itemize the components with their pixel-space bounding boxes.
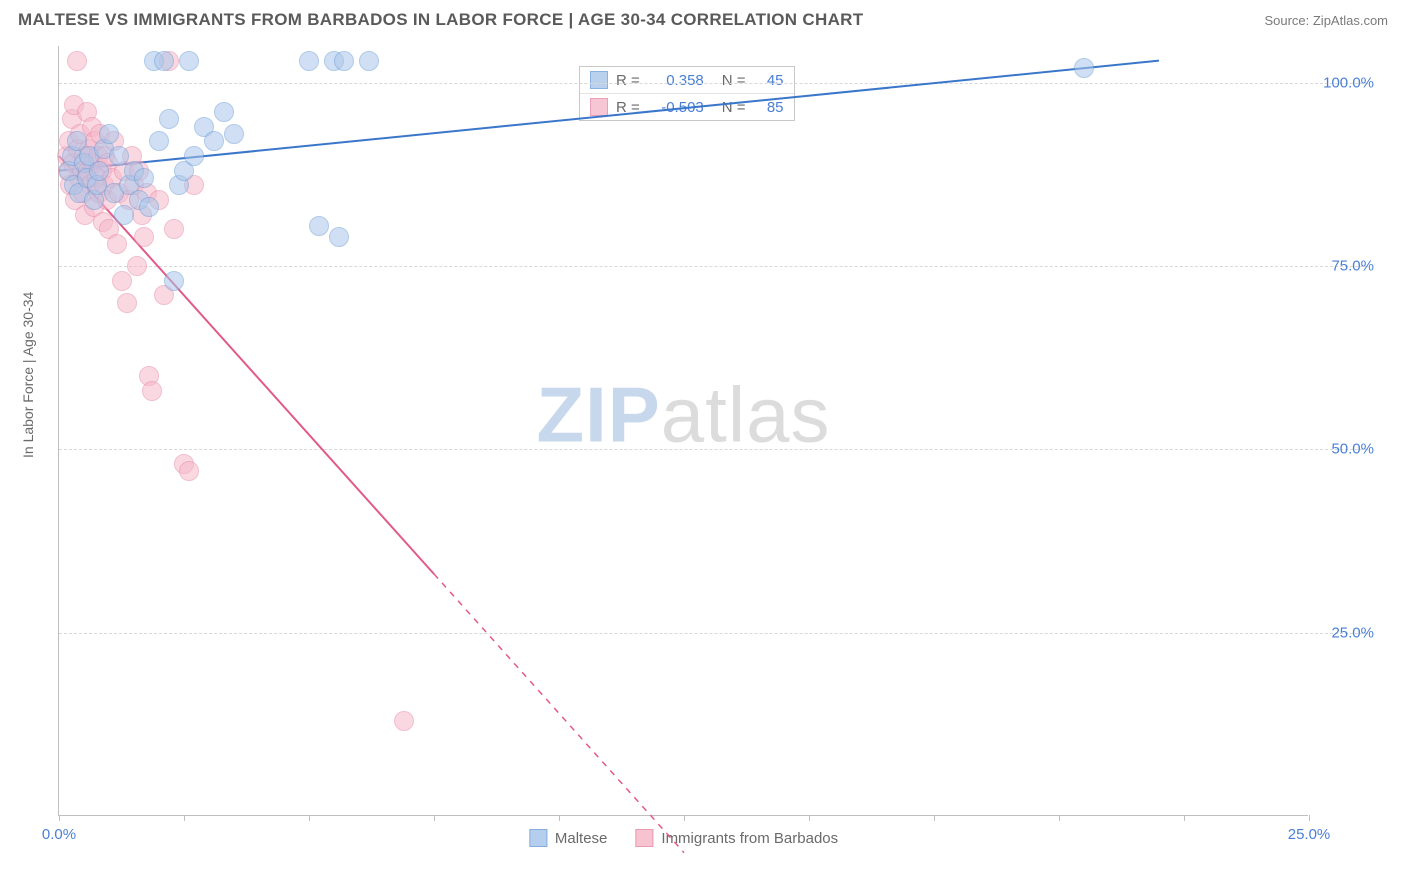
- pink-point: [394, 711, 414, 731]
- blue-legend-swatch: [529, 829, 547, 847]
- pink-point: [127, 256, 147, 276]
- pink-point: [67, 51, 87, 71]
- blue-point: [99, 124, 119, 144]
- blue-point: [1074, 58, 1094, 78]
- blue-point: [164, 271, 184, 291]
- blue-point: [89, 161, 109, 181]
- pink-point: [112, 271, 132, 291]
- x-tick-label: 0.0%: [42, 826, 76, 843]
- blue-point: [114, 205, 134, 225]
- legend-item-blue: Maltese: [529, 829, 608, 847]
- pink-point: [164, 219, 184, 239]
- blue-point: [154, 51, 174, 71]
- chart-title: MALTESE VS IMMIGRANTS FROM BARBADOS IN L…: [18, 10, 863, 30]
- y-tick-label: 75.0%: [1331, 258, 1374, 275]
- blue-point: [184, 146, 204, 166]
- legend-bottom: Maltese Immigrants from Barbados: [529, 829, 838, 847]
- chart-header: MALTESE VS IMMIGRANTS FROM BARBADOS IN L…: [0, 0, 1406, 38]
- blue-point: [179, 51, 199, 71]
- x-tick-label: 25.0%: [1288, 826, 1331, 843]
- blue-point: [214, 102, 234, 122]
- pink-point: [134, 227, 154, 247]
- pink-legend-swatch: [635, 829, 653, 847]
- pink-trend-dash: [434, 574, 684, 853]
- y-tick-label: 50.0%: [1331, 441, 1374, 458]
- chart-area: In Labor Force | Age 30-34 ZIPatlas R =0…: [18, 38, 1388, 858]
- blue-point: [134, 168, 154, 188]
- pink-point: [107, 234, 127, 254]
- source-label: Source: ZipAtlas.com: [1264, 13, 1388, 28]
- blue-point: [159, 109, 179, 129]
- blue-point: [139, 197, 159, 217]
- legend-label: Maltese: [555, 830, 608, 847]
- pink-point: [117, 293, 137, 313]
- blue-point: [309, 216, 329, 236]
- blue-point: [149, 131, 169, 151]
- y-axis-label: In Labor Force | Age 30-34: [20, 292, 36, 458]
- pink-point: [179, 461, 199, 481]
- blue-point: [224, 124, 244, 144]
- y-tick-label: 25.0%: [1331, 624, 1374, 641]
- blue-point: [299, 51, 319, 71]
- x-tick: [1309, 815, 1310, 821]
- blue-point: [359, 51, 379, 71]
- blue-point: [334, 51, 354, 71]
- legend-label: Immigrants from Barbados: [661, 830, 838, 847]
- y-tick-label: 100.0%: [1323, 74, 1374, 91]
- blue-point: [329, 227, 349, 247]
- legend-item-pink: Immigrants from Barbados: [635, 829, 838, 847]
- plot-region: ZIPatlas R =0.358N =45R =-0.503N =85 Mal…: [58, 46, 1308, 816]
- trend-layer: [59, 46, 1309, 816]
- blue-point: [204, 131, 224, 151]
- pink-point: [142, 381, 162, 401]
